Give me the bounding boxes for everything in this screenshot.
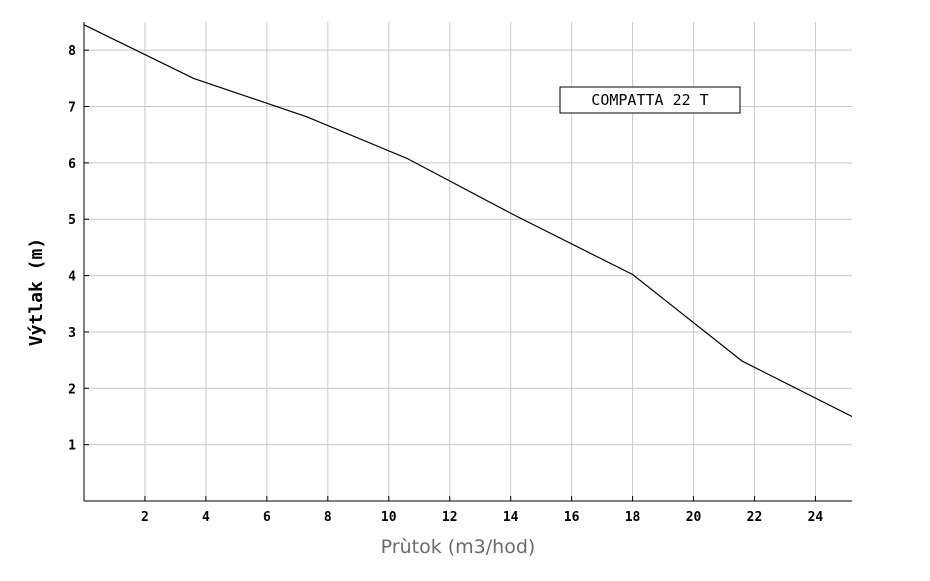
- x-tick-label: 20: [686, 510, 702, 525]
- x-tick-label: 24: [808, 510, 824, 525]
- y-tick-label: 2: [68, 382, 76, 397]
- y-axis-label: Výtlak (m): [26, 238, 47, 346]
- y-tick-label: 5: [68, 213, 76, 228]
- x-tick-label: 8: [324, 510, 332, 525]
- y-tick-label: 1: [68, 439, 76, 454]
- grid: [84, 22, 852, 501]
- y-tick-label: 8: [68, 44, 76, 59]
- y-tick-label: 3: [68, 326, 76, 341]
- axes: [83, 22, 852, 502]
- x-tick-label: 18: [625, 510, 641, 525]
- x-tick-label: 14: [503, 510, 519, 525]
- x-tick-label: 22: [747, 510, 763, 525]
- y-tick-label: 7: [68, 101, 76, 116]
- y-tick-label: 4: [68, 270, 76, 285]
- y-tick-label: 6: [68, 157, 76, 172]
- series-line: [83, 24, 853, 418]
- x-tick-label: 6: [263, 510, 271, 525]
- annotation-label: COMPATTA 22 T: [591, 91, 708, 109]
- x-tick-label: 4: [202, 510, 210, 525]
- x-tick-label: 2: [141, 510, 149, 525]
- x-tick-label: 12: [442, 510, 458, 525]
- x-axis-label: Prùtok (m3/hod): [381, 536, 536, 558]
- series: [83, 24, 853, 418]
- annotation-box: COMPATTA 22 T: [559, 86, 741, 114]
- x-tick-label: 16: [564, 510, 580, 525]
- annotation-border: [559, 86, 741, 114]
- x-tick-label: 10: [381, 510, 397, 525]
